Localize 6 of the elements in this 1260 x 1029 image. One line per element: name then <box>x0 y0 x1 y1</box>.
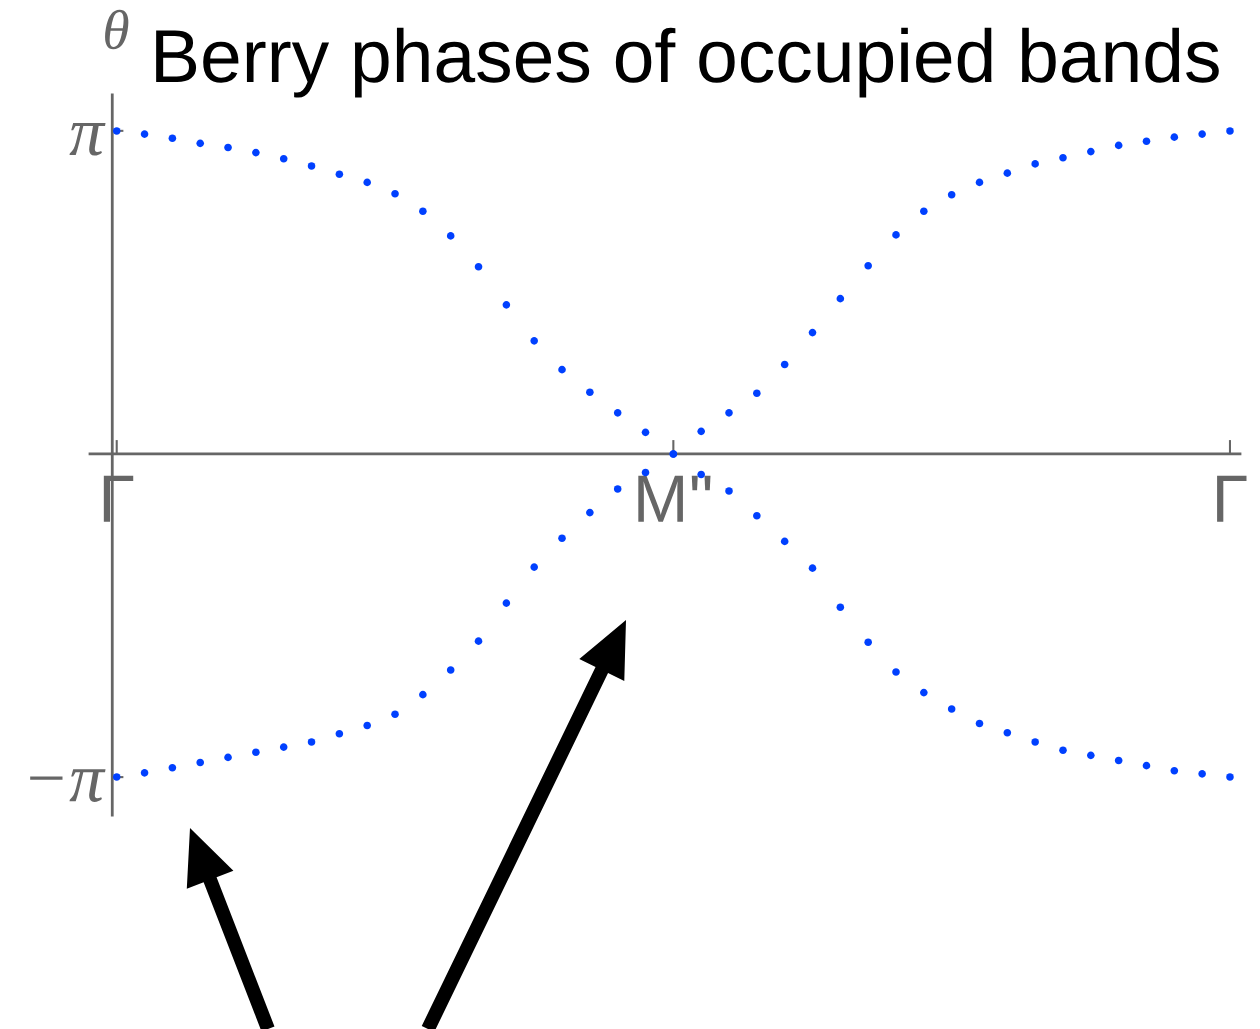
x-tick-label: Γ <box>1217 475 1247 522</box>
y-axis-title: θ <box>105 9 129 50</box>
chart-title: Berry phases of occupied bands <box>156 27 1219 98</box>
x-tick-label: M'' <box>638 475 711 522</box>
y-tick-label: π <box>69 123 106 156</box>
y-tick-label: −π <box>30 769 106 802</box>
